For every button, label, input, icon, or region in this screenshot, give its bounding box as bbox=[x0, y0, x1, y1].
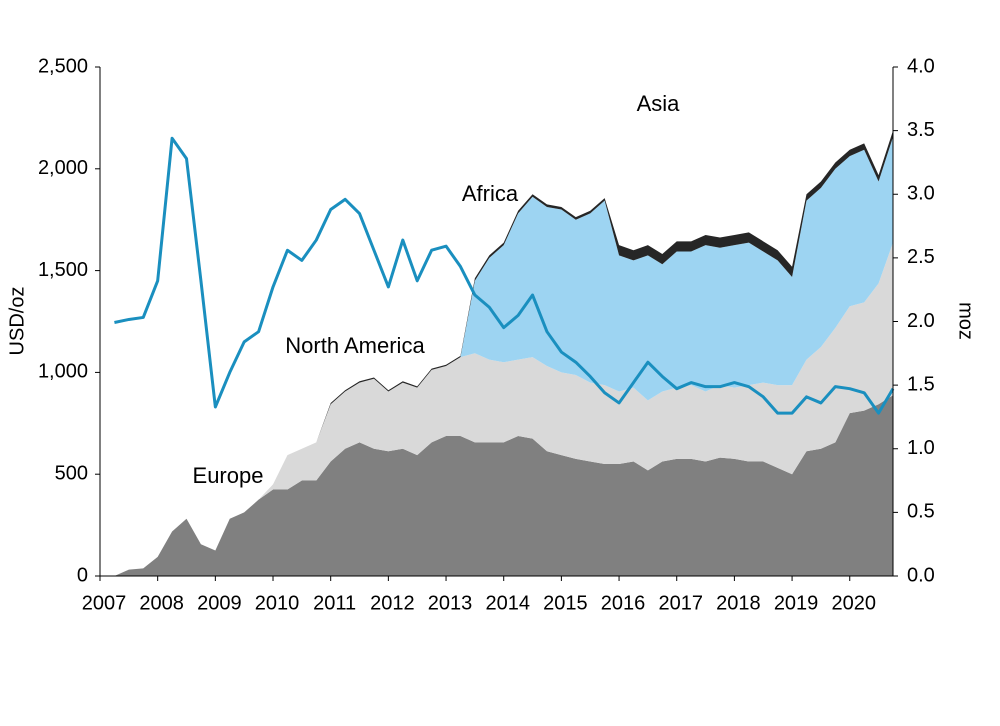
x-tick-label: 2009 bbox=[197, 592, 242, 614]
y2-tick-label: 0.0 bbox=[907, 564, 935, 586]
series-label: Europe bbox=[193, 463, 264, 488]
x-tick-label: 2014 bbox=[485, 592, 530, 614]
x-tick-label: 2018 bbox=[716, 592, 761, 614]
y2-axis-label: moz bbox=[955, 302, 977, 340]
x-tick-label: 2008 bbox=[139, 592, 184, 614]
area bbox=[114, 242, 894, 576]
x-tick-label: 2011 bbox=[313, 592, 356, 614]
y2-tick-label: 1.0 bbox=[907, 437, 935, 459]
x-tick-label: 2017 bbox=[658, 592, 703, 614]
line bbox=[114, 136, 895, 415]
x-tick-label: 2013 bbox=[428, 592, 473, 614]
area bbox=[114, 130, 894, 576]
series-label: Asia bbox=[637, 91, 681, 116]
area bbox=[114, 136, 894, 577]
x-tick-label: 2016 bbox=[601, 592, 646, 614]
y-tick-label: 500 bbox=[55, 462, 88, 484]
y-axis-label: USD/oz bbox=[6, 287, 28, 356]
y2-tick-label: 0.5 bbox=[907, 501, 935, 523]
y2-tick-label: 3.5 bbox=[907, 119, 935, 141]
x-tick-label: 2015 bbox=[543, 592, 588, 614]
x-tick-label: 2019 bbox=[774, 592, 819, 614]
y2-tick-label: 2.0 bbox=[907, 310, 935, 332]
y2-tick-label: 4.0 bbox=[907, 55, 935, 77]
x-tick-label: 2007 bbox=[82, 592, 127, 614]
series-label: North America bbox=[285, 333, 425, 358]
x-tick-label: 2010 bbox=[255, 592, 300, 614]
area bbox=[114, 395, 894, 576]
y2-tick-label: 3.0 bbox=[907, 183, 935, 205]
y2-tick-label: 2.5 bbox=[907, 246, 935, 268]
x-tick-label: 2012 bbox=[370, 592, 415, 614]
y-tick-label: 1,500 bbox=[38, 259, 88, 281]
y2-tick-label: 1.5 bbox=[907, 373, 935, 395]
y-tick-label: 0 bbox=[77, 564, 88, 586]
x-tick-label: 2020 bbox=[831, 592, 876, 614]
y-tick-label: 2,000 bbox=[38, 157, 88, 179]
series-label: Africa bbox=[462, 181, 519, 206]
y-tick-label: 1,000 bbox=[38, 361, 88, 383]
y-tick-label: 2,500 bbox=[38, 55, 88, 77]
